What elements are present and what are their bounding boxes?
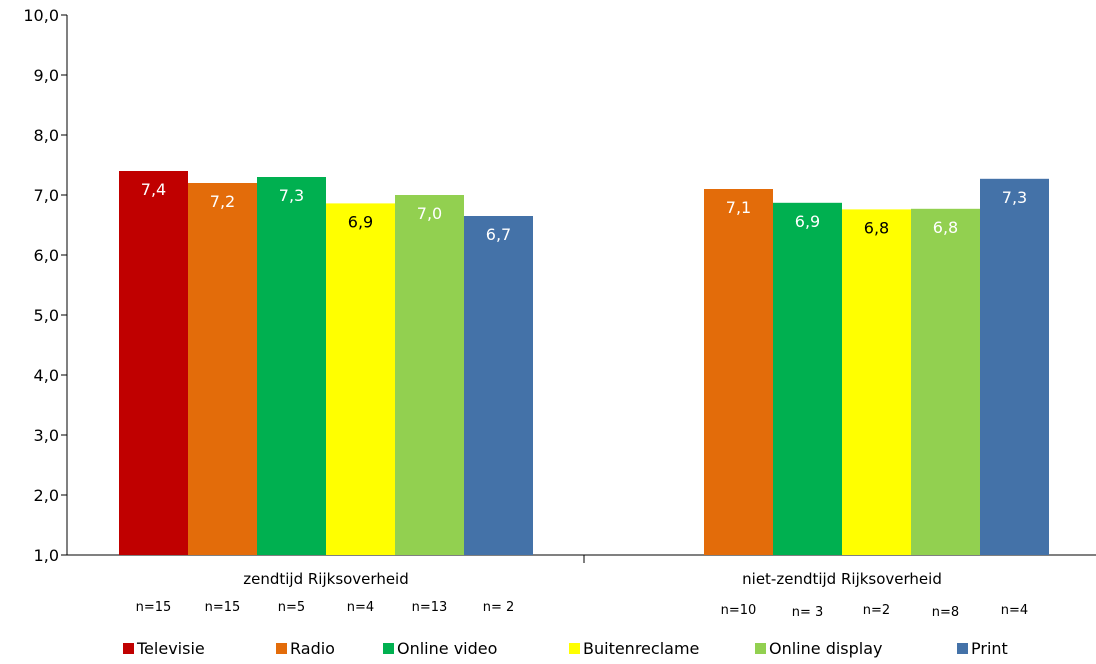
sample-size-label: n=15 bbox=[136, 600, 172, 615]
sample-size-label: n= 3 bbox=[792, 605, 824, 620]
sample-size-label: n=4 bbox=[1001, 603, 1028, 618]
sample-size-label: n= 2 bbox=[483, 600, 515, 615]
bar bbox=[464, 216, 533, 555]
labels: 7,4 n=15 7,2 n=15 7,3 n=5 6,9 n=4 7,0 n=13 6,7 n= 2… bbox=[136, 180, 1029, 620]
legend-swatch bbox=[957, 643, 968, 654]
legend: Televisie Radio Online video Buitenreclame O… bbox=[123, 639, 1008, 658]
legend-swatch bbox=[569, 643, 580, 654]
y-tick-label: 10,0 bbox=[23, 6, 59, 25]
bar bbox=[119, 171, 188, 555]
y-tick-label: 8,0 bbox=[34, 126, 59, 145]
bar bbox=[911, 208, 980, 556]
bar-value-label: 6,8 bbox=[864, 218, 889, 237]
bar-value-label: 7,2 bbox=[210, 192, 235, 211]
y-tick-label: 5,0 bbox=[34, 306, 59, 325]
bar-value-label: 7,4 bbox=[141, 180, 166, 199]
sample-size-label: n=5 bbox=[278, 600, 305, 615]
bar-value-label: 6,9 bbox=[348, 212, 373, 231]
legend-label: Online display bbox=[769, 639, 883, 658]
category-label: niet-zendtijd Rijksoverheid bbox=[742, 570, 942, 588]
bar bbox=[326, 203, 395, 555]
legend-swatch bbox=[383, 643, 394, 654]
bar bbox=[773, 202, 842, 556]
y-tick-label: 1,0 bbox=[34, 546, 59, 565]
sample-size-label: n=15 bbox=[205, 600, 241, 615]
y-tick-label: 4,0 bbox=[34, 366, 59, 385]
sample-size-label: n=4 bbox=[347, 600, 374, 615]
category-label: zendtijd Rijksoverheid bbox=[243, 570, 409, 588]
legend-label: Print bbox=[971, 639, 1008, 658]
y-tick-label: 2,0 bbox=[34, 486, 59, 505]
legend-swatch bbox=[755, 643, 766, 654]
y-tick-label: 6,0 bbox=[34, 246, 59, 265]
legend-label: Buitenreclame bbox=[583, 639, 699, 658]
legend-label: Online video bbox=[397, 639, 497, 658]
bar-value-label: 6,9 bbox=[795, 212, 820, 231]
sample-size-label: n=2 bbox=[863, 603, 890, 618]
bar bbox=[257, 177, 326, 555]
y-tick-label: 3,0 bbox=[34, 426, 59, 445]
sample-size-label: n=10 bbox=[721, 603, 757, 618]
bar-value-label: 6,8 bbox=[933, 218, 958, 237]
legend-label: Televisie bbox=[136, 639, 205, 658]
bar bbox=[980, 178, 1049, 556]
bar bbox=[842, 209, 911, 555]
bar-value-label: 7,1 bbox=[726, 198, 751, 217]
sample-size-label: n=13 bbox=[412, 600, 448, 615]
bars bbox=[119, 171, 1049, 556]
bar bbox=[704, 189, 773, 555]
bar bbox=[188, 183, 257, 555]
bar-value-label: 7,3 bbox=[1002, 188, 1027, 207]
sample-size-label: n=8 bbox=[932, 605, 959, 620]
bar-value-label: 7,0 bbox=[417, 204, 442, 223]
bar bbox=[395, 195, 464, 555]
legend-swatch bbox=[123, 643, 134, 654]
y-tick-label: 9,0 bbox=[34, 66, 59, 85]
bar-value-label: 7,3 bbox=[279, 186, 304, 205]
legend-label: Radio bbox=[290, 639, 335, 658]
legend-swatch bbox=[276, 643, 287, 654]
bar-value-label: 6,7 bbox=[486, 225, 511, 244]
y-tick-label: 7,0 bbox=[34, 186, 59, 205]
